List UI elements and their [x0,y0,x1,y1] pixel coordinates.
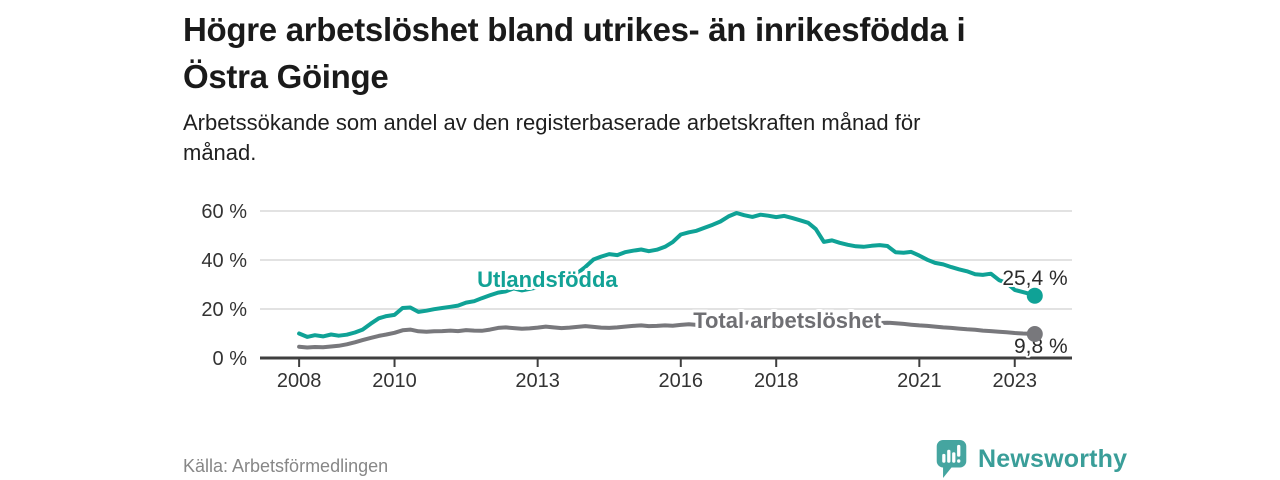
brand-name: Newsworthy [978,444,1128,473]
x-tick-label-2021: 2021 [897,370,942,392]
x-tick-label-2010: 2010 [372,370,417,392]
bar-chart-speech-bubble-icon [936,440,967,478]
bar-2 [947,449,951,463]
newsworthy-logo: Newsworthy [936,440,1127,478]
chart-title-line-2: Östra Göinge [183,58,389,95]
y-tick-label-20: 20 % [201,299,247,321]
speech-bubble-shape [936,440,967,478]
y-tick-label-0: 0 % [213,348,248,370]
annotation-2: 25,4 % [1002,267,1067,290]
y-tick-label-60: 60 % [201,201,247,223]
bar-1 [942,453,946,463]
end-dot-total [1026,325,1043,342]
exclamation-dot [957,459,961,463]
x-tick-label-2023: 2023 [992,370,1037,392]
end-dot-utlandsfodda [1026,287,1043,304]
y-tick-label-40: 40 % [201,250,247,272]
chart-title-line-1: Högre arbetslöshet bland utrikes- än inr… [183,11,966,48]
source-note: Källa: Arbetsförmedlingen [183,456,389,476]
series-line-utlandsfodda [297,211,1037,339]
annotation-3: 9,8 % [1014,335,1068,358]
annotation-1: Total arbetslöshet [693,308,882,333]
x-tick-label-2016: 2016 [659,370,704,392]
chart-subtitle-line-1: Arbetssökande som andel av den registerb… [183,110,921,135]
chart-title: Högre arbetslöshet bland utrikes- än inr… [183,6,1143,100]
series-line-total [297,320,1037,350]
chart-subtitle-line-2: månad. [183,140,257,165]
annotation-0: Utlandsfödda [477,267,618,292]
x-tick-label-2013: 2013 [515,370,560,392]
exclamation-bar [957,444,961,457]
x-tick-label-2008: 2008 [277,370,322,392]
bar-3 [952,452,956,463]
x-tick-label-2018: 2018 [754,370,799,392]
chart-subtitle: Arbetssökande som andel av den registerb… [183,108,1063,168]
